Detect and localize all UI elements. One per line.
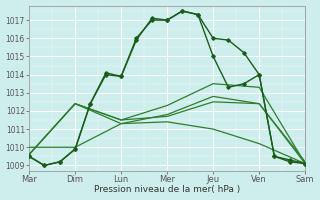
X-axis label: Pression niveau de la mer( hPa ): Pression niveau de la mer( hPa ) <box>94 185 240 194</box>
